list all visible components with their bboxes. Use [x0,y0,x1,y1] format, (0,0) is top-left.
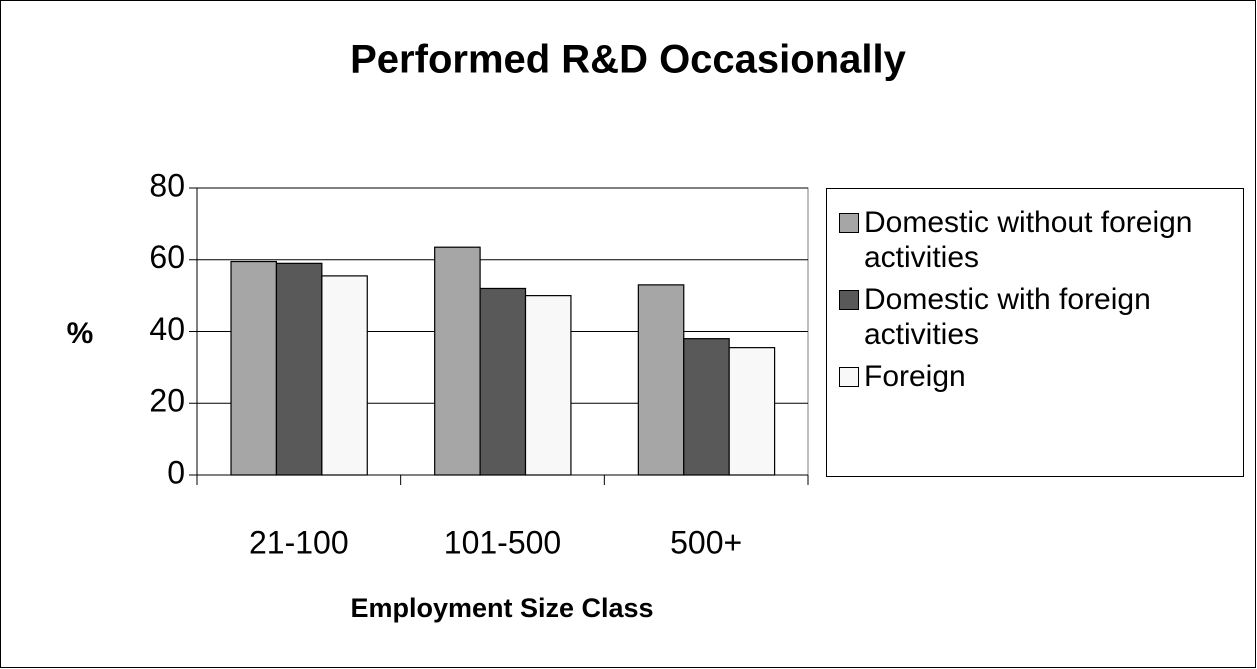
legend-label: Domestic with foreign activities [864,283,1151,351]
x-tick-label: 500+ [670,524,742,560]
legend-label: Foreign [864,360,966,393]
legend-item: Domestic without foreign activities [839,205,1235,275]
legend-swatch [839,290,859,310]
legend-swatch [839,213,859,233]
x-tick-label: 101-500 [444,524,561,560]
y-tick-label: 20 [149,383,185,419]
y-tick-label: 80 [149,167,185,203]
legend-label: Domestic without foreign activities [864,206,1193,274]
y-tick-label: 60 [149,239,185,275]
legend-item: Domestic with foreign activities [839,282,1235,352]
chart-title: Performed R&D Occasionally [350,38,906,82]
y-tick-label: 0 [167,454,185,490]
bar [479,287,527,476]
bar [275,262,323,476]
bar [637,284,685,476]
bar [728,347,776,476]
bar [230,260,278,476]
legend: Domestic without foreign activities Domes… [826,188,1244,477]
bar [524,295,572,476]
x-tick-label: 21-100 [249,524,349,560]
x-axis-title: Employment Size Class [350,593,653,623]
legend-swatch [839,367,859,387]
legend-item: Foreign [839,359,1235,394]
y-axis-title: % [67,317,94,350]
bar [683,338,730,476]
bar [321,275,368,476]
y-tick-label: 40 [149,311,185,347]
bar [434,246,481,476]
